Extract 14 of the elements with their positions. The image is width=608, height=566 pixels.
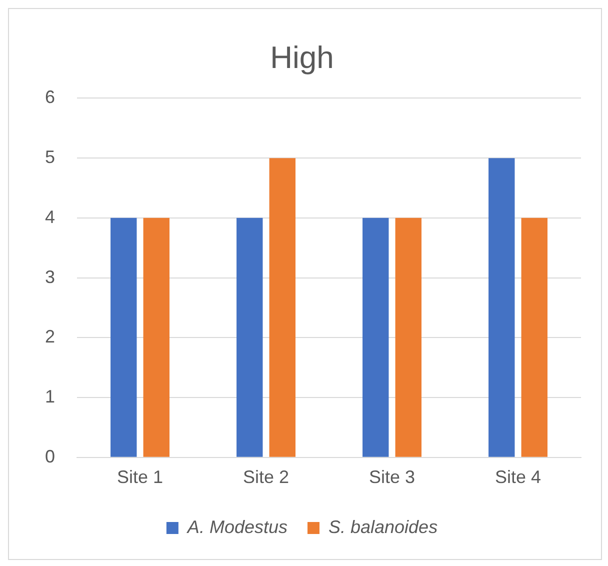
legend-label: S. balanoides	[328, 517, 438, 537]
y-tick-label: 5	[44, 147, 56, 168]
x-tick-label: Site 4	[494, 467, 542, 488]
legend-label: A. Modestus	[186, 517, 288, 537]
x-tick-label: Site 2	[242, 467, 290, 488]
y-tick-label: 6	[44, 87, 56, 108]
x-tick-label: Site 3	[368, 467, 416, 488]
y-tick-label: 1	[44, 386, 56, 406]
y-tick-label: 3	[44, 266, 56, 287]
chart-title: High	[270, 40, 334, 76]
y-tick-label: 2	[44, 326, 56, 347]
x-tick-label: Site 1	[116, 467, 164, 488]
y-tick-label: 0	[44, 446, 56, 466]
y-tick-label: 4	[44, 206, 56, 227]
